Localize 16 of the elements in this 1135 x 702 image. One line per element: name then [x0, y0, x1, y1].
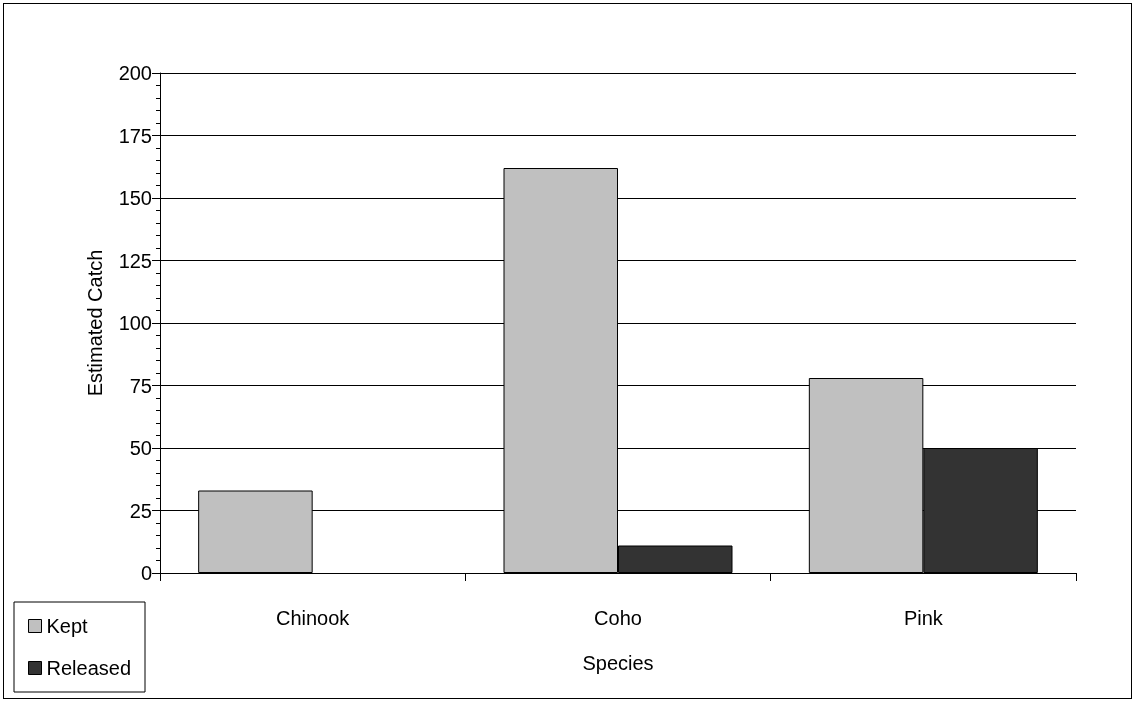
y-tick-label: 200: [118, 62, 152, 84]
y-tick-label: 0: [140, 562, 152, 584]
y-tick-label: 25: [129, 499, 152, 522]
legend-label: Released: [46, 657, 132, 679]
x-tick-label: Chinook: [275, 607, 351, 629]
y-tick-label: 175: [118, 124, 152, 147]
x-axis-title: Species: [582, 652, 654, 674]
y-axis-title: Estimated Catch: [84, 249, 106, 397]
y-tick-label: 75: [129, 374, 152, 397]
x-tick-label: Coho: [594, 607, 642, 629]
x-tick-label: Pink: [903, 607, 944, 629]
y-tick-label: 100: [118, 312, 152, 334]
y-tick-label: 150: [118, 187, 152, 209]
y-tick-label: 125: [118, 249, 152, 272]
legend-label: Kept: [46, 615, 89, 637]
y-tick-label: 50: [129, 437, 152, 459]
